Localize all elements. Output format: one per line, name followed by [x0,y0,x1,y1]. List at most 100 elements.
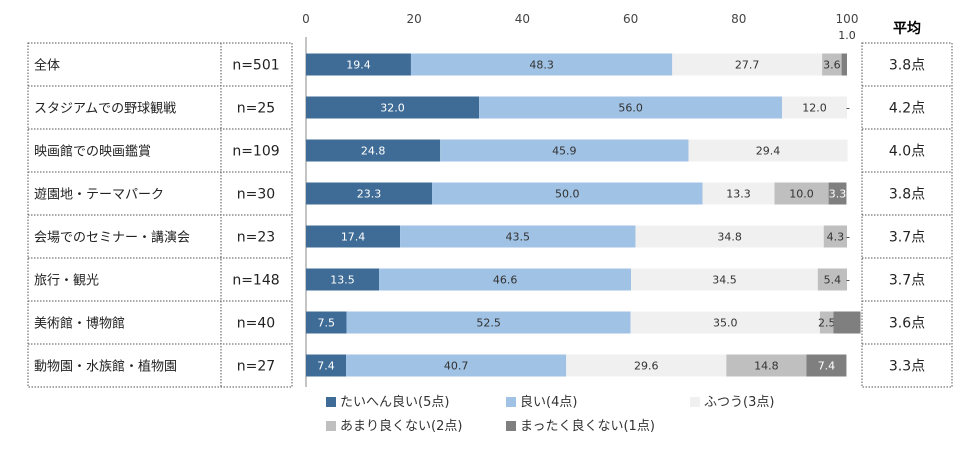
data-label: 45.9 [552,145,577,158]
bar-segment [346,311,631,334]
bar-segment [306,225,401,248]
bar-segment [306,268,380,291]
bar-segment [635,225,824,248]
x-tick-label: 60 [623,12,638,26]
n-label: n=40 [237,316,275,332]
x-tick-label: 0 [302,12,310,26]
data-label: 43.5 [506,231,531,244]
data-label: 23.3 [357,188,382,201]
average-value: 4.2点 [889,101,925,117]
legend-label: 良い(4点) [520,394,577,410]
average-value: 3.8点 [889,187,925,203]
bar-segment [440,139,689,162]
data-label: - [846,102,850,115]
bar-segment [833,311,861,334]
average-value: 3.7点 [889,273,925,289]
bar-segment [841,53,847,76]
bar-segment [410,53,673,76]
data-label: 5.4 [824,274,842,287]
n-label: n=109 [232,144,279,160]
data-label: 19.4 [346,59,371,72]
data-label: 1.0 [838,29,856,42]
data-label: 29.6 [634,360,659,373]
data-label: 13.3 [726,188,751,201]
category-label: 動物園・水族館・植物園 [34,359,177,375]
data-label: 40.7 [444,360,469,373]
data-label: 17.4 [341,231,366,244]
average-header: 平均 [893,20,921,37]
data-label: - [846,274,850,287]
data-label: 2.5 [818,317,836,330]
bar-segment [688,139,848,162]
n-label: n=30 [237,187,275,203]
data-label: 3.6 [823,59,841,72]
bars: 19.4 48.3 27.7 3.6 1.0 32.0 56.0 12.0 - 24.8 45.9 2… [305,29,861,387]
data-label: 14.8 [754,360,779,373]
category-label: 遊園地・テーマパーク [34,188,164,203]
n-label: n=23 [237,230,275,246]
bar-segment [432,182,703,205]
data-label: 7.4 [818,360,836,373]
data-label: 35.0 [713,317,738,330]
data-label: 48.3 [529,59,554,72]
bar-segment [817,268,847,291]
n-label: n=148 [232,273,279,289]
bar-segment [672,53,823,76]
bar-segment [819,311,834,334]
data-label: 12.0 [802,102,827,115]
data-label: 52.5 [476,317,501,330]
data-label: 4.3 [827,231,845,244]
average-value: 3.7点 [889,230,925,246]
legend-swatch [690,397,700,407]
data-label: 29.4 [756,145,781,158]
bar-segment [630,311,820,334]
n-label: n=25 [237,101,275,117]
bar-segment [782,96,847,119]
data-label: 34.5 [712,274,737,287]
bar-segment [479,96,783,119]
bar-segment [702,182,775,205]
category-label: 全体 [34,58,60,74]
data-label: 3.3 [829,188,847,201]
bar-segment [828,182,847,205]
average-value: 3.6点 [889,316,925,332]
bar-segment [306,96,480,119]
category-label: 会場でのセミナー・講演会 [34,230,190,246]
x-tick-label: 40 [515,12,530,26]
category-label: 美術館・博物館 [34,317,125,332]
bar-segment [379,268,632,291]
category-label: 旅行・観光 [34,274,99,289]
legend-label: ふつう(3点) [704,395,774,410]
bar-segment [306,354,347,377]
legend-swatch [326,397,336,407]
bar-segment [806,354,847,377]
bar-segment [306,139,441,162]
legend-label: まったく良くない(1点) [520,418,655,434]
x-tick-label: 20 [407,12,422,26]
bar-segment [822,53,842,76]
x-axis-ticks: 0 20 40 60 80 100 [302,12,858,26]
x-tick-label: 100 [836,12,859,26]
x-tick-label: 80 [731,12,746,26]
data-label: 13.5 [330,274,355,287]
average-table: 3.8点 4.2点 4.0点 3.8点 3.7点 3.7点 3.6点 3.3点 [861,42,953,388]
bar-segment [306,53,411,76]
n-label: n=501 [232,58,279,74]
data-label: 10.0 [789,188,814,201]
data-label: 24.8 [361,145,386,158]
bar-segment [566,354,727,377]
category-label: スタジアムでの野球観戦 [34,102,176,117]
data-label: - [846,231,850,244]
bar-segment [306,182,433,205]
data-label: 50.0 [555,188,580,201]
bar-segment [306,311,347,334]
bar-segment [774,182,829,205]
legend-swatch [506,397,516,407]
data-label: 34.8 [717,231,742,244]
bar-segment [400,225,636,248]
data-label: 46.6 [493,274,518,287]
data-label: 27.7 [735,59,760,72]
bar-segment [346,354,567,377]
legend-swatch [326,421,336,431]
